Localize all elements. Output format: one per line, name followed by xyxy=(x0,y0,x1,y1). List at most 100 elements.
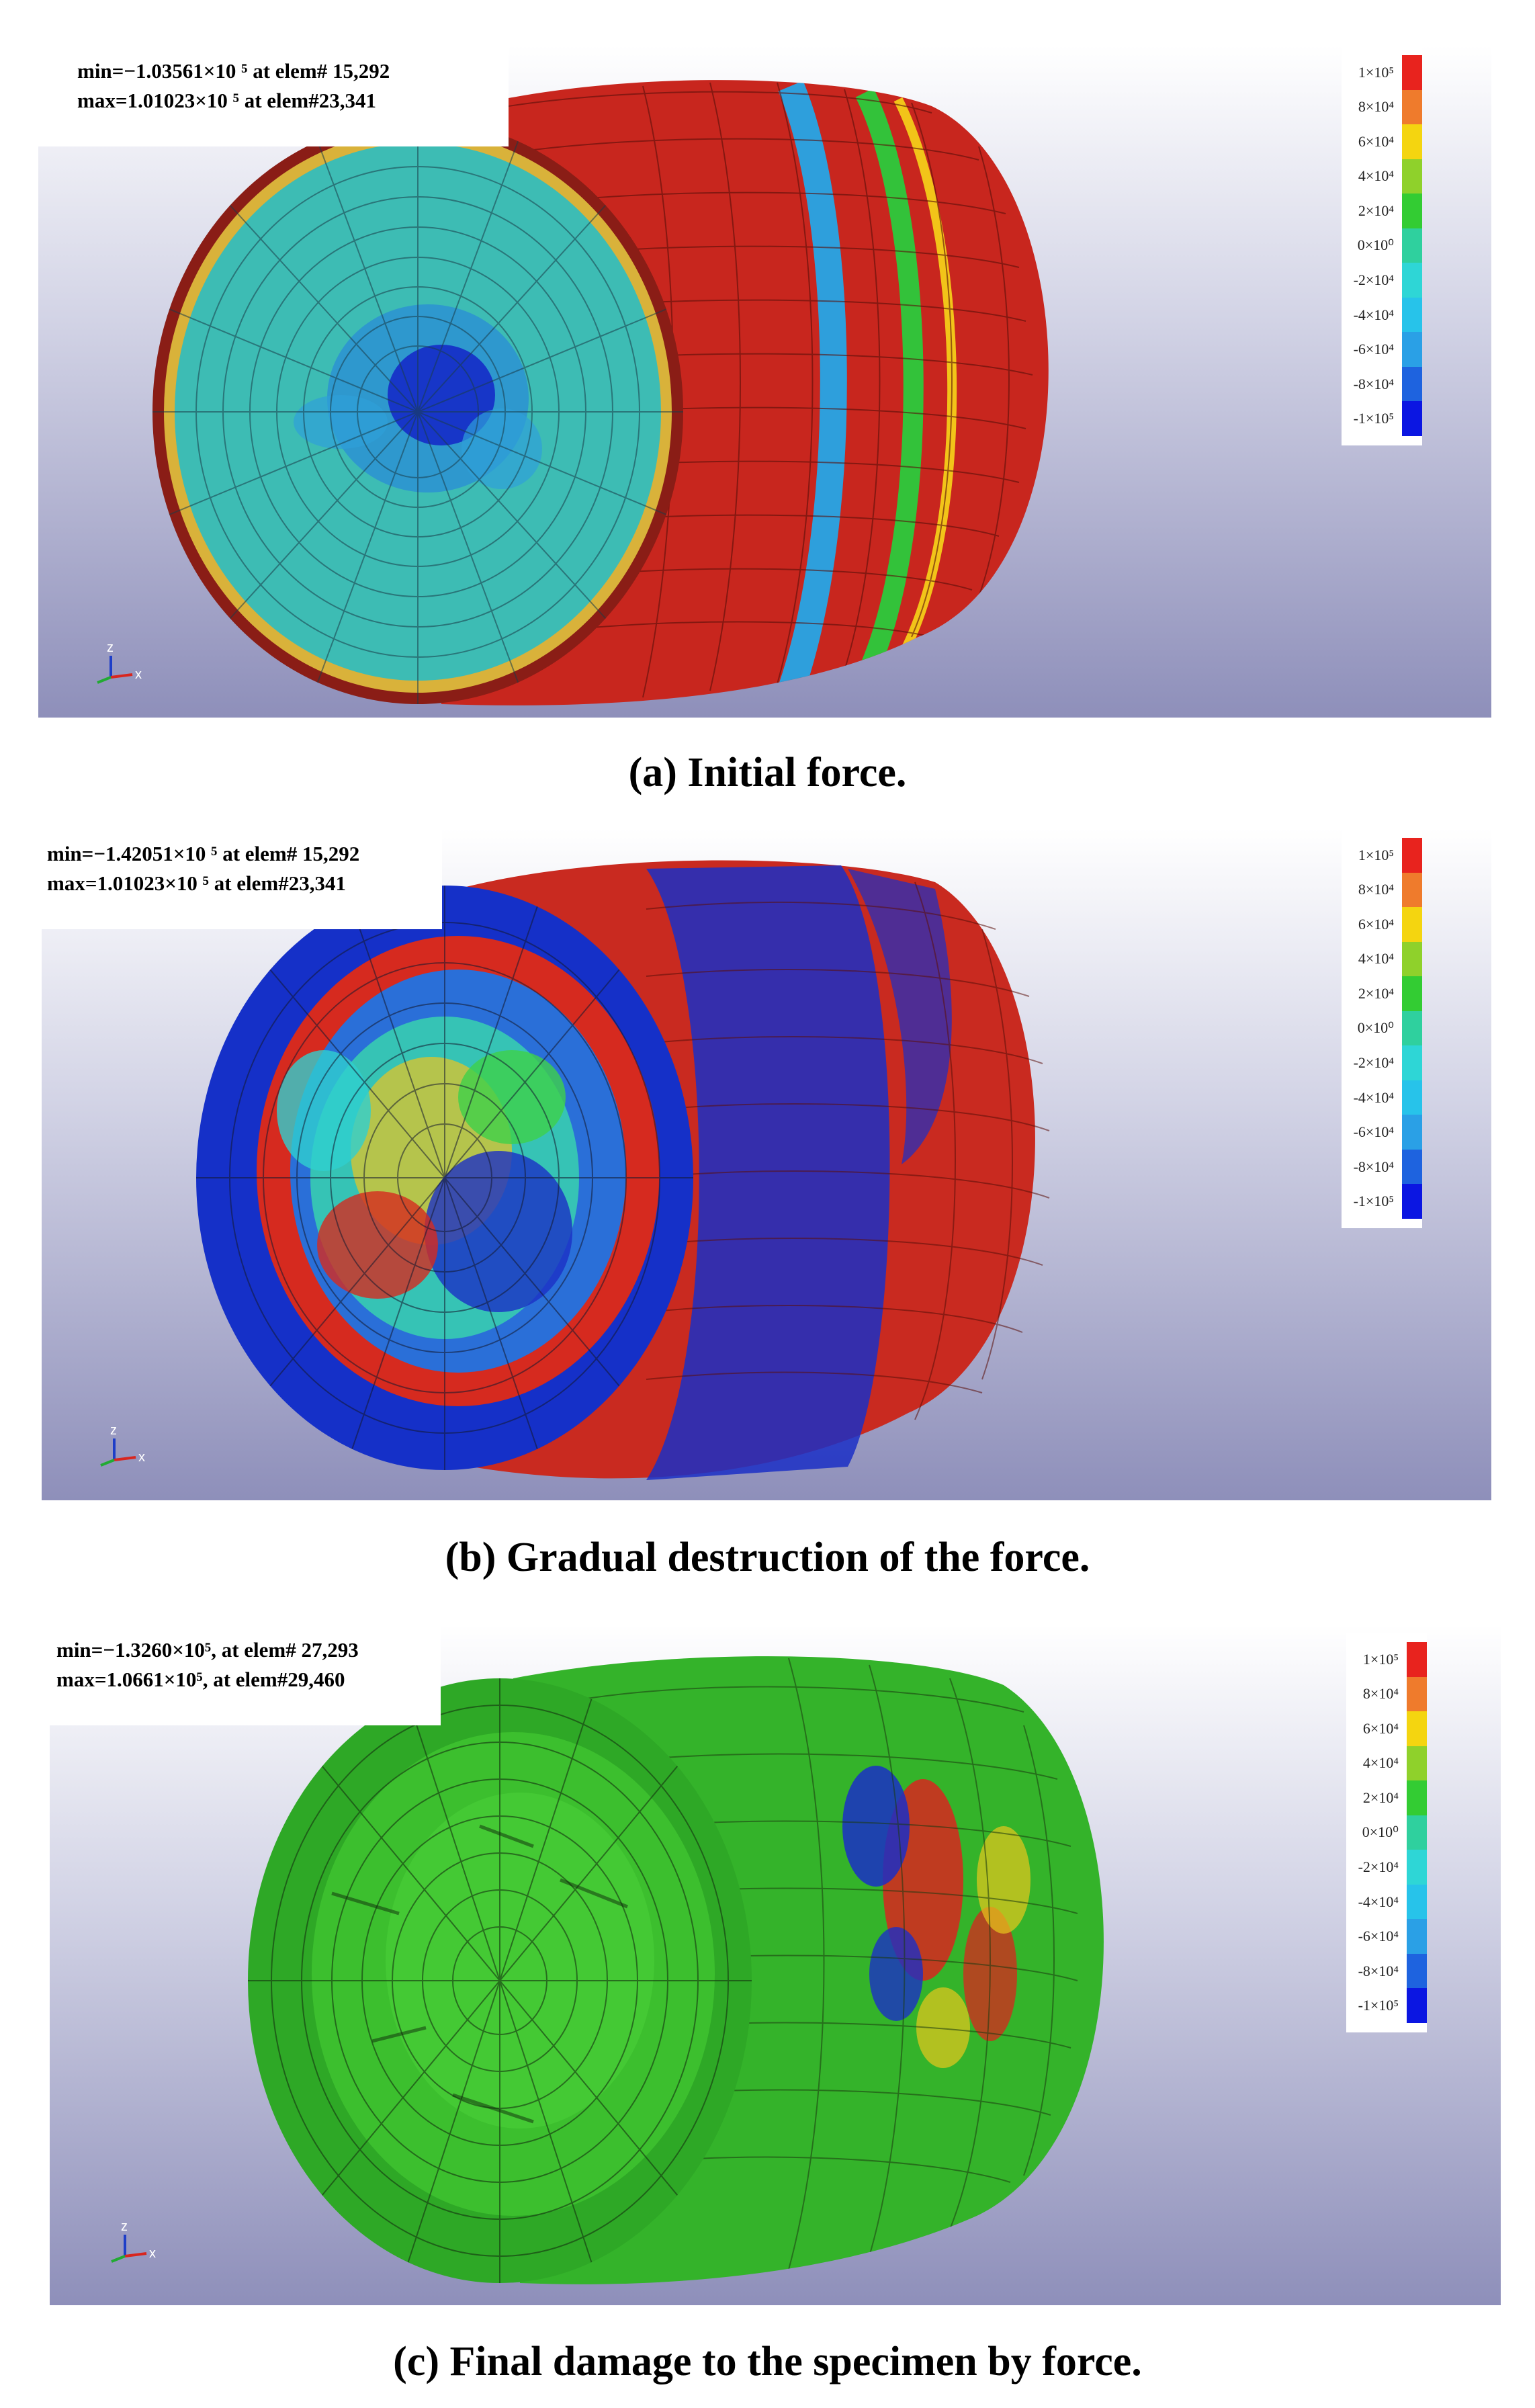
legend-label: 1×10⁵ xyxy=(1362,1650,1399,1668)
legend-swatch xyxy=(1402,89,1422,125)
legend-swatch xyxy=(1402,124,1422,159)
legend-item: 0×10⁰ xyxy=(1342,228,1422,263)
legend-label: -2×10⁴ xyxy=(1358,1858,1399,1876)
legend-item: -1×10⁵ xyxy=(1346,1988,1427,2023)
legend-label: -2×10⁴ xyxy=(1353,1054,1394,1072)
min-value-text: min=−1.42051×10 ⁵ at elem# 15,292 xyxy=(47,842,360,865)
axis-z-label: z xyxy=(121,2219,128,2234)
legend-item: 6×10⁴ xyxy=(1342,124,1422,159)
color-legend: 1×10⁵ 8×10⁴ 6×10⁴ 4×10⁴ 2×10⁴ 0×10⁰ -2×10⁴ -4×1… xyxy=(1342,46,1422,445)
legend-label: 8×10⁴ xyxy=(1358,98,1394,116)
min-max-readout: min=−1.42051×10 ⁵ at elem# 15,292 max=1.… xyxy=(42,828,442,929)
legend-item: 2×10⁴ xyxy=(1342,976,1422,1011)
legend-item: 8×10⁴ xyxy=(1346,1676,1427,1712)
legend-swatch xyxy=(1402,1184,1422,1219)
legend-swatch xyxy=(1402,194,1422,228)
legend-swatch xyxy=(1407,1815,1427,1850)
legend-swatch xyxy=(1402,1115,1422,1150)
legend-label: -8×10⁴ xyxy=(1353,1158,1394,1175)
axis-x-label: x xyxy=(135,667,142,682)
legend-item: 2×10⁴ xyxy=(1346,1780,1427,1815)
legend-label: 2×10⁴ xyxy=(1362,1789,1399,1806)
legend-swatch xyxy=(1407,1711,1427,1746)
axis-z-label: z xyxy=(107,640,114,655)
legend-label: -1×10⁵ xyxy=(1353,410,1394,427)
legend-swatch xyxy=(1402,159,1422,194)
legend-swatch xyxy=(1407,1746,1427,1781)
caption-b: (b) Gradual destruction of the force. xyxy=(445,1535,1090,1580)
legend-item: -6×10⁴ xyxy=(1342,1115,1422,1150)
max-value-text: max=1.01023×10 ⁵ at elem#23,341 xyxy=(77,89,376,112)
legend-label: 0×10⁰ xyxy=(1362,1823,1399,1841)
max-value-text: max=1.0661×10⁵, at elem#29,460 xyxy=(56,1668,345,1691)
legend-swatch xyxy=(1402,872,1422,908)
legend-label: 8×10⁴ xyxy=(1358,881,1394,898)
legend-label: 0×10⁰ xyxy=(1357,236,1394,254)
legend-swatch xyxy=(1407,1953,1427,1989)
legend-label: -2×10⁴ xyxy=(1353,271,1394,289)
cylinder-mesh-render xyxy=(248,1656,1104,2284)
min-max-readout: min=−1.3260×10⁵, at elem# 27,293 max=1.0… xyxy=(50,1625,441,1725)
legend-item: -8×10⁴ xyxy=(1342,366,1422,402)
legend-item: 4×10⁴ xyxy=(1342,159,1422,194)
legend-item: -4×10⁴ xyxy=(1342,297,1422,333)
legend-item: 6×10⁴ xyxy=(1342,907,1422,942)
min-value-text: min=−1.03561×10 ⁵ at elem# 15,292 xyxy=(77,59,390,83)
color-legend: 1×10⁵ 8×10⁴ 6×10⁴ 4×10⁴ 2×10⁴ 0×10⁰ -2×10⁴ -4×1… xyxy=(1346,1633,1427,2032)
legend-swatch xyxy=(1402,297,1422,333)
legend-swatch xyxy=(1402,1080,1422,1115)
legend-item: 6×10⁴ xyxy=(1346,1711,1427,1746)
legend-label: 4×10⁴ xyxy=(1362,1754,1399,1772)
legend-swatch xyxy=(1402,228,1422,263)
legend-swatch xyxy=(1402,976,1422,1011)
legend-label: -6×10⁴ xyxy=(1353,341,1394,358)
legend-swatch xyxy=(1402,332,1422,367)
legend-item: 4×10⁴ xyxy=(1346,1746,1427,1781)
legend-item: 1×10⁵ xyxy=(1346,1642,1427,1677)
axis-x-label: x xyxy=(138,1450,145,1465)
legend-item: 0×10⁰ xyxy=(1346,1815,1427,1850)
legend-label: -8×10⁴ xyxy=(1353,375,1394,392)
legend-label: 4×10⁴ xyxy=(1358,167,1394,185)
legend-item: 8×10⁴ xyxy=(1342,89,1422,125)
legend-label: -1×10⁵ xyxy=(1353,1193,1394,1210)
legend-item: -2×10⁴ xyxy=(1342,1045,1422,1080)
panel-gradual-destruction: min=−1.42051×10 ⁵ at elem# 15,292 max=1.… xyxy=(42,828,1491,1500)
min-max-readout: min=−1.03561×10 ⁵ at elem# 15,292 max=1.… xyxy=(38,46,509,146)
legend-item: 2×10⁴ xyxy=(1342,194,1422,228)
legend-swatch xyxy=(1407,1676,1427,1712)
legend-item: -1×10⁵ xyxy=(1342,1184,1422,1219)
legend-item: -8×10⁴ xyxy=(1342,1149,1422,1185)
legend-item: -6×10⁴ xyxy=(1342,332,1422,367)
axis-triad-icon: z x xyxy=(97,640,142,684)
max-value-text: max=1.01023×10 ⁵ at elem#23,341 xyxy=(47,871,346,895)
legend-label: 6×10⁴ xyxy=(1358,915,1394,933)
legend-swatch xyxy=(1407,1780,1427,1815)
legend-item: -2×10⁴ xyxy=(1342,263,1422,298)
legend-label: 1×10⁵ xyxy=(1358,63,1394,81)
legend-swatch xyxy=(1402,1010,1422,1046)
legend-swatch xyxy=(1402,941,1422,977)
legend-label: 2×10⁴ xyxy=(1358,984,1394,1002)
legend-swatch xyxy=(1407,1642,1427,1677)
legend-label: 8×10⁴ xyxy=(1362,1685,1399,1703)
min-value-text: min=−1.3260×10⁵, at elem# 27,293 xyxy=(56,1638,359,1662)
legend-label: -4×10⁴ xyxy=(1353,306,1394,323)
legend-item: -4×10⁴ xyxy=(1342,1080,1422,1115)
legend-item: -6×10⁴ xyxy=(1346,1919,1427,1954)
legend-label: -8×10⁴ xyxy=(1358,1962,1399,1979)
legend-swatch xyxy=(1402,838,1422,873)
legend-swatch xyxy=(1402,401,1422,436)
axis-z-label: z xyxy=(110,1423,117,1438)
panel-initial-force: min=−1.03561×10 ⁵ at elem# 15,292 max=1.… xyxy=(38,46,1491,718)
legend-swatch xyxy=(1402,907,1422,942)
legend-item: 4×10⁴ xyxy=(1342,941,1422,977)
legend-label: 1×10⁵ xyxy=(1358,846,1394,863)
legend-swatch xyxy=(1402,1149,1422,1185)
legend-label: 0×10⁰ xyxy=(1357,1019,1394,1037)
legend-label: 4×10⁴ xyxy=(1358,950,1394,968)
legend-label: -4×10⁴ xyxy=(1353,1088,1394,1106)
legend-label: 2×10⁴ xyxy=(1358,202,1394,219)
legend-swatch xyxy=(1407,1850,1427,1885)
legend-swatch xyxy=(1407,1884,1427,1920)
